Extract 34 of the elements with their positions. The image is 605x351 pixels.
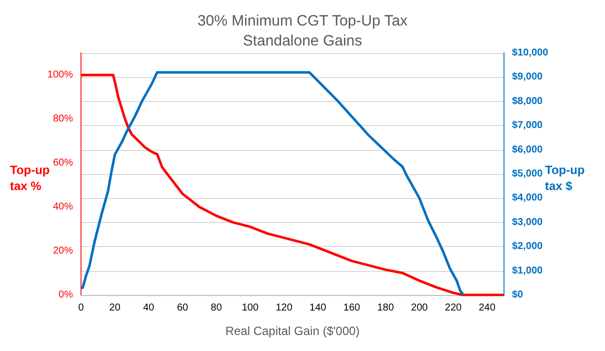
x-tick-label: 60 <box>176 302 189 314</box>
y-tick-label: 20% <box>52 246 74 256</box>
y2-tick-label: $7,000 <box>512 120 544 132</box>
y2-tick-label: $1,000 <box>512 265 544 276</box>
y-tick-label: 60% <box>52 158 74 168</box>
x-tick-label: 120 <box>276 302 293 314</box>
y2-tick-label: $9,000 <box>512 72 544 83</box>
x-axis-title: Real Capital Gain ($'000) <box>225 324 360 338</box>
y-axis-title: Top-up tax % <box>10 163 54 193</box>
y2-tick-label: $0 <box>512 290 524 300</box>
y2-tick-label: $4,000 <box>512 192 544 204</box>
y2-tick-label: $3,000 <box>512 216 544 228</box>
y-tick-label: 40% <box>52 202 74 212</box>
y2-tick-label: $2,000 <box>512 241 544 252</box>
y-tick-label: 80% <box>52 114 74 124</box>
y2-tick-label: $6,000 <box>512 144 544 156</box>
y2-tick-label: $10,000 <box>512 48 549 58</box>
x-tick-label: 40 <box>143 302 155 314</box>
y-tick-label: 100% <box>47 70 74 80</box>
x-tick-label: 160 <box>343 302 360 314</box>
y2-axis-title: Top-up tax $ <box>545 163 588 193</box>
x-tick-label: 20 <box>109 302 121 314</box>
x-tick-label: 140 <box>310 302 327 314</box>
x-tick-label: 80 <box>210 302 222 314</box>
x-tick-label: 180 <box>377 302 394 314</box>
y2-tick-label: $5,000 <box>512 168 544 180</box>
x-tick-label: 0 <box>78 302 84 314</box>
x-tick-label: 240 <box>478 302 496 314</box>
x-tick-label: 220 <box>444 302 462 314</box>
x-tick-label: 100 <box>242 302 259 314</box>
y2-tick-label: $8,000 <box>512 96 544 107</box>
y-tick-label: 0% <box>58 290 74 300</box>
x-tick-label: 200 <box>411 302 428 314</box>
chart-title: 30% Minimum CGT Top-Up Tax Standalone Gains <box>197 12 408 50</box>
